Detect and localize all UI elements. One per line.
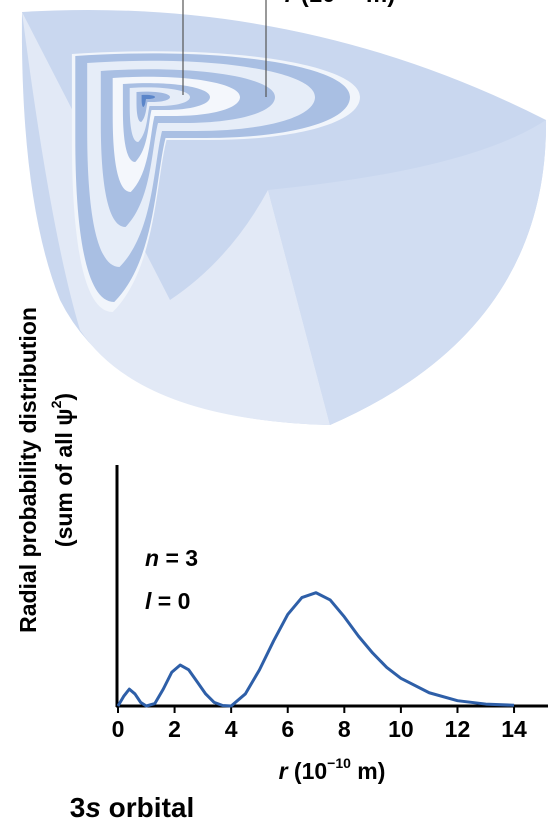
orbital-illustration bbox=[22, 10, 546, 425]
x-tick-label: 2 bbox=[168, 716, 181, 742]
x-tick-label: 12 bbox=[445, 716, 471, 742]
x-tick-label: 4 bbox=[225, 716, 238, 742]
annotation: n = 3 bbox=[145, 545, 198, 571]
text-part: (10 bbox=[288, 758, 328, 784]
y-axis-label: (sum of all ψ2) bbox=[48, 393, 77, 547]
text-part: = 3 bbox=[159, 545, 198, 571]
x-axis-label: r (10−10 m) bbox=[279, 755, 386, 784]
page: {"chart_data": { "type": "line", "title_… bbox=[0, 0, 550, 829]
text-part: (10 bbox=[294, 0, 335, 8]
text-part: 2 bbox=[48, 400, 64, 408]
text-part: 3 bbox=[70, 792, 86, 823]
text-part: s bbox=[85, 792, 101, 823]
x-tick-label: 10 bbox=[388, 716, 414, 742]
text-part: (sum of all ψ bbox=[51, 408, 77, 547]
y-axis-label: Radial probability distribution bbox=[15, 307, 41, 633]
x-tick-label: 6 bbox=[281, 716, 294, 742]
x-tick-label: 0 bbox=[112, 716, 125, 742]
diagram-label: r (10−10 m) bbox=[285, 0, 395, 8]
text-part: n bbox=[145, 545, 159, 571]
text-part: −10 bbox=[327, 755, 351, 771]
chart-title: 3s orbital bbox=[70, 792, 195, 823]
x-tick-label: 14 bbox=[501, 716, 527, 742]
text-part: = 0 bbox=[151, 588, 190, 614]
figure: r (10−10 m) Radial probability distribut… bbox=[0, 0, 550, 829]
x-tick-label: 8 bbox=[338, 716, 351, 742]
text-part: m) bbox=[351, 758, 386, 784]
annotation: l = 0 bbox=[145, 588, 190, 614]
text-part: ) bbox=[51, 393, 77, 401]
text-part: orbital bbox=[101, 792, 194, 823]
text-part: m) bbox=[359, 0, 395, 8]
